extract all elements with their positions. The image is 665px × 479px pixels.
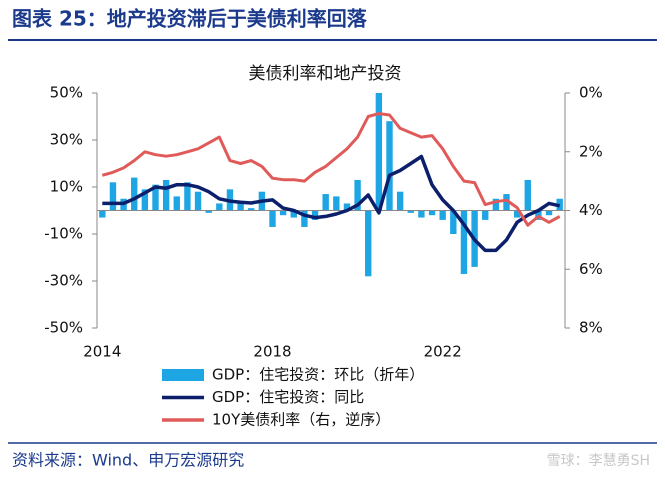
bar <box>173 196 180 211</box>
bar <box>545 210 553 216</box>
header: 图表 25：地产投资滞后于美债利率回落 <box>12 7 368 31</box>
bar <box>375 93 383 211</box>
y-tick-label: 10% <box>50 178 83 196</box>
source: 资料来源：Wind、申万宏源研究 <box>12 451 244 470</box>
legend-swatch <box>162 369 204 381</box>
line <box>102 154 561 253</box>
bar <box>365 210 372 277</box>
bar <box>503 194 510 211</box>
bar <box>386 121 393 211</box>
bar <box>290 210 297 218</box>
bar <box>237 203 244 211</box>
bar <box>205 210 212 213</box>
bar <box>492 198 500 211</box>
chart-title: 美债利率和地产投资 <box>249 64 402 84</box>
bar <box>482 210 489 220</box>
bar <box>428 210 436 216</box>
bar <box>131 177 138 211</box>
bar <box>524 179 531 211</box>
bar <box>152 184 159 211</box>
bar <box>322 194 329 211</box>
bar <box>460 210 468 274</box>
bar <box>418 210 425 218</box>
x-tick-label: 2018 <box>253 343 291 361</box>
bar <box>141 189 149 211</box>
legend-label: GDP：住宅投资：同比 <box>212 388 364 406</box>
y2-tick-label: 4% <box>579 201 603 219</box>
y-tick-label: -30% <box>44 272 83 290</box>
watermark: 雪球：李慧勇SH <box>547 453 650 469</box>
y2-tick-label: 6% <box>579 260 603 278</box>
bar <box>184 182 191 211</box>
bar <box>301 210 308 227</box>
x-tick-label: 2014 <box>83 343 121 361</box>
y2-tick-label: 2% <box>579 142 603 160</box>
legend-label: 10Y美债利率（右，逆序） <box>212 411 390 429</box>
bar <box>343 203 351 211</box>
bar <box>407 210 414 213</box>
bar <box>162 179 170 211</box>
bar <box>450 210 457 234</box>
y2-tick-label: 0% <box>579 84 603 102</box>
bar <box>513 210 521 218</box>
line <box>101 112 561 227</box>
y-tick-label: -10% <box>44 225 83 243</box>
bar <box>396 191 404 211</box>
bar <box>99 210 106 218</box>
bar <box>311 210 319 220</box>
y-tick-label: 30% <box>50 131 83 149</box>
bar <box>109 182 117 211</box>
legend-label: GDP：住宅投资：环比（折年） <box>212 366 424 384</box>
bar <box>333 196 340 211</box>
x-tick-label: 2022 <box>424 343 462 361</box>
bar <box>269 210 276 227</box>
bar <box>216 203 223 211</box>
y2-tick-label: 8% <box>579 319 603 337</box>
bar <box>248 208 255 211</box>
bar <box>439 210 446 220</box>
bar <box>354 179 361 211</box>
bar <box>279 210 287 216</box>
y-tick-label: 50% <box>50 84 83 102</box>
y-tick-label: -50% <box>44 319 83 337</box>
bar <box>194 191 202 211</box>
